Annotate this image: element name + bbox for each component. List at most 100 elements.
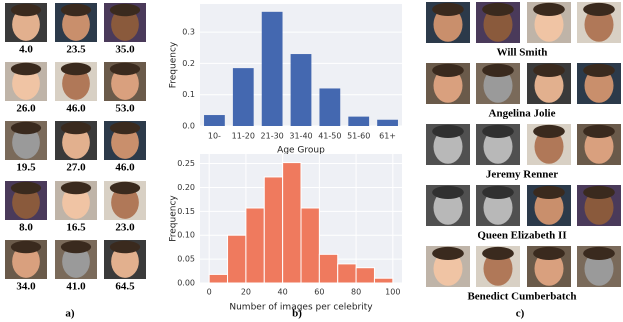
- photo: [476, 63, 520, 104]
- x-tick-label: 51-60: [347, 132, 370, 141]
- age-label: 26.0: [16, 103, 36, 115]
- y-tick-label: 0.00: [177, 279, 195, 288]
- photo-hair: [533, 63, 565, 77]
- photo: [5, 62, 47, 101]
- histogram-bar: [245, 207, 265, 284]
- x-tick-label: 10-: [208, 132, 221, 141]
- celebrity-name: Angelina Jolie: [489, 108, 556, 120]
- x-axis-label: Number of images per celebrity: [229, 303, 373, 313]
- photo-face: [584, 68, 614, 103]
- photo-face: [111, 186, 139, 219]
- photo: [577, 185, 621, 226]
- photo: [104, 121, 146, 160]
- age-label: 27.0: [66, 162, 86, 174]
- bar: [348, 116, 370, 126]
- panel-label: b): [292, 308, 302, 320]
- y-tick-label: 0.20: [177, 183, 195, 192]
- photo: [476, 2, 520, 43]
- photo: [104, 240, 146, 279]
- photo-hair: [432, 124, 464, 138]
- photo-face: [534, 190, 564, 225]
- x-tick-label: 0: [207, 288, 212, 297]
- photo-face: [584, 129, 614, 164]
- celebrity-name: Jeremy Renner: [486, 169, 558, 181]
- photo: [426, 185, 470, 226]
- histogram-bar: [355, 267, 375, 284]
- panel-label: a): [65, 308, 75, 320]
- photo-face: [433, 251, 463, 286]
- photo: [55, 62, 97, 101]
- photo-face: [534, 129, 564, 164]
- x-tick-label: 11-20: [232, 132, 255, 141]
- age-label: 16.5: [66, 222, 86, 234]
- photo-hair: [10, 181, 42, 195]
- bar: [261, 11, 283, 127]
- photo-face: [483, 68, 513, 103]
- age-label: 23.0: [115, 222, 135, 234]
- photo-face: [483, 7, 513, 42]
- photo-face: [12, 245, 40, 278]
- x-tick-label: 31-40: [289, 132, 312, 141]
- photo: [476, 246, 520, 287]
- age-label: 46.0: [66, 103, 86, 115]
- photo-hair: [583, 63, 615, 77]
- photo: [476, 124, 520, 165]
- photo-hair: [533, 246, 565, 260]
- photo-hair: [533, 185, 565, 199]
- photo: [5, 181, 47, 220]
- photo-hair: [583, 246, 615, 260]
- photo-hair: [432, 2, 464, 16]
- photo-hair: [583, 185, 615, 199]
- photo-face: [111, 245, 139, 278]
- photo: [104, 62, 146, 101]
- photo-hair: [60, 240, 92, 254]
- photo-face: [62, 186, 90, 219]
- photo-hair: [432, 185, 464, 199]
- photo: [55, 121, 97, 160]
- photo-face: [111, 126, 139, 159]
- photo-hair: [583, 2, 615, 16]
- photo-hair: [482, 246, 514, 260]
- photo: [55, 3, 97, 42]
- bar: [319, 88, 341, 126]
- photo: [426, 2, 470, 43]
- y-axis-label: Frequency: [169, 41, 179, 88]
- photo-hair: [109, 181, 141, 195]
- histogram-bar: [282, 162, 302, 284]
- photo-face: [433, 68, 463, 103]
- age-label: 8.0: [19, 222, 33, 234]
- y-tick-label: 0.1: [182, 90, 195, 99]
- photo-hair: [10, 240, 42, 254]
- photo: [527, 185, 571, 226]
- photo-hair: [109, 121, 141, 135]
- photo: [527, 2, 571, 43]
- photo-hair: [60, 181, 92, 195]
- age-label: 4.0: [19, 44, 33, 56]
- photo-face: [483, 190, 513, 225]
- photo-face: [433, 129, 463, 164]
- photo-face: [433, 190, 463, 225]
- y-tick-label: 0.15: [177, 207, 195, 216]
- x-tick-label: 61+: [379, 132, 396, 141]
- photo: [527, 63, 571, 104]
- photo-hair: [60, 62, 92, 76]
- y-tick-label: 0.2: [182, 59, 195, 68]
- histogram-bar: [208, 273, 229, 284]
- age-label: 53.0: [115, 103, 135, 115]
- y-tick-label: 0.3: [182, 28, 195, 37]
- age-label: 34.0: [16, 281, 36, 293]
- photo: [577, 2, 621, 43]
- bar: [232, 68, 254, 126]
- photo: [5, 240, 47, 279]
- photo-face: [12, 67, 40, 100]
- x-tick-label: 100: [385, 288, 400, 297]
- photo-hair: [482, 124, 514, 138]
- photo: [476, 185, 520, 226]
- photo-hair: [533, 124, 565, 138]
- photo-hair: [533, 2, 565, 16]
- x-tick-label: 21-30: [261, 132, 284, 141]
- y-tick-label: 0.0: [182, 122, 195, 131]
- histogram-bar: [318, 253, 339, 284]
- photo-hair: [432, 246, 464, 260]
